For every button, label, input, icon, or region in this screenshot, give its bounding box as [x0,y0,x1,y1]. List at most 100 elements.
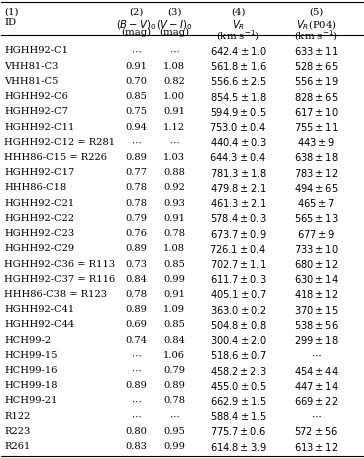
Text: 0.89: 0.89 [126,381,148,390]
Text: HCH99-2: HCH99-2 [4,336,51,344]
Text: 0.78: 0.78 [126,183,148,192]
Text: 0.84: 0.84 [126,275,148,284]
Text: $594.9 \pm 0.5$: $594.9 \pm 0.5$ [210,106,266,118]
Text: HGHH92-C37 = R116: HGHH92-C37 = R116 [4,275,116,284]
Text: $\cdots$: $\cdots$ [131,46,142,55]
Text: R122: R122 [4,412,31,421]
Text: HCH99-18: HCH99-18 [4,381,58,390]
Text: 0.89: 0.89 [163,381,185,390]
Text: (mag): (mag) [159,28,189,37]
Text: $630 \pm 14$: $630 \pm 14$ [294,273,339,285]
Text: HGHH92-C1: HGHH92-C1 [4,46,68,55]
Text: $\cdots$: $\cdots$ [131,397,142,405]
Text: $454 \pm 44$: $454 \pm 44$ [294,365,339,376]
Text: (3): (3) [167,8,181,17]
Text: HGHH92-C21: HGHH92-C21 [4,199,75,207]
Text: 0.73: 0.73 [126,260,148,268]
Text: HGHH92-C23: HGHH92-C23 [4,229,75,238]
Text: 0.69: 0.69 [126,321,148,329]
Text: 0.85: 0.85 [163,321,185,329]
Text: $440.4 \pm 0.3$: $440.4 \pm 0.3$ [210,136,267,148]
Text: R223: R223 [4,427,31,436]
Text: $299 \pm 18$: $299 \pm 18$ [294,334,339,346]
Text: HHH86-C18: HHH86-C18 [4,183,67,192]
Text: 0.79: 0.79 [163,366,185,375]
Text: 0.85: 0.85 [126,92,148,101]
Text: 1.00: 1.00 [163,92,185,101]
Text: $\cdots$: $\cdots$ [311,351,321,360]
Text: (5): (5) [309,8,323,17]
Text: $504.8 \pm 0.8$: $504.8 \pm 0.8$ [210,319,267,331]
Text: HGHH92-C11: HGHH92-C11 [4,123,75,131]
Text: 0.79: 0.79 [126,214,148,223]
Text: $\cdots$: $\cdots$ [311,412,321,421]
Text: $611.7 \pm 0.3$: $611.7 \pm 0.3$ [210,273,266,285]
Text: $642.4 \pm 1.0$: $642.4 \pm 1.0$ [210,45,267,57]
Text: 1.08: 1.08 [163,62,185,71]
Text: $578.4 \pm 0.3$: $578.4 \pm 0.3$ [210,213,266,224]
Text: 0.85: 0.85 [163,260,185,268]
Text: 0.91: 0.91 [163,214,185,223]
Text: 0.83: 0.83 [126,442,148,451]
Text: $677 \pm 9$: $677 \pm 9$ [297,228,335,240]
Text: $572 \pm 56$: $572 \pm 56$ [294,425,338,437]
Text: VHH81-C5: VHH81-C5 [4,77,59,86]
Text: $\cdots$: $\cdots$ [131,138,142,147]
Text: $\cdots$: $\cdots$ [169,412,179,421]
Text: 1.12: 1.12 [163,123,185,131]
Text: 0.78: 0.78 [126,290,148,299]
Text: $556.6 \pm 2.5$: $556.6 \pm 2.5$ [210,76,267,87]
Text: $461.3 \pm 2.1$: $461.3 \pm 2.1$ [210,197,267,209]
Text: $638 \pm 18$: $638 \pm 18$ [294,152,339,164]
Text: 0.84: 0.84 [163,336,185,344]
Text: HCH99-16: HCH99-16 [4,366,58,375]
Text: $617 \pm 10$: $617 \pm 10$ [294,106,339,118]
Text: 0.89: 0.89 [126,244,148,253]
Text: $465 \pm 7$: $465 \pm 7$ [297,197,335,209]
Text: $733 \pm 10$: $733 \pm 10$ [294,243,339,255]
Text: $538 \pm 56$: $538 \pm 56$ [294,319,339,331]
Text: $455.0 \pm 0.5$: $455.0 \pm 0.5$ [210,380,267,392]
Text: 0.75: 0.75 [126,107,148,116]
Text: 0.76: 0.76 [126,229,148,238]
Text: HCH99-15: HCH99-15 [4,351,58,360]
Text: HGHH92-C6: HGHH92-C6 [4,92,68,101]
Text: $(B-V)_0$: $(B-V)_0$ [116,18,157,32]
Text: 0.82: 0.82 [163,77,185,86]
Text: $614.8 \pm 3.9$: $614.8 \pm 3.9$ [210,441,267,453]
Text: 0.78: 0.78 [163,229,185,238]
Text: (mag): (mag) [122,28,152,37]
Text: $300.4 \pm 2.0$: $300.4 \pm 2.0$ [210,334,267,346]
Text: $669 \pm 22$: $669 \pm 22$ [294,395,339,407]
Text: $854.5 \pm 1.8$: $854.5 \pm 1.8$ [210,91,267,103]
Text: $370 \pm 15$: $370 \pm 15$ [294,304,339,316]
Text: HGHH92-C29: HGHH92-C29 [4,244,75,253]
Text: $V_R$: $V_R$ [232,18,245,32]
Text: $556 \pm 19$: $556 \pm 19$ [294,76,339,87]
Text: 0.77: 0.77 [126,168,148,177]
Text: $418 \pm 12$: $418 \pm 12$ [294,289,339,300]
Text: HGHH92-C44: HGHH92-C44 [4,321,75,329]
Text: $\cdots$: $\cdots$ [169,46,179,55]
Text: $633 \pm 11$: $633 \pm 11$ [294,45,339,57]
Text: R261: R261 [4,442,31,451]
Text: 0.94: 0.94 [126,123,148,131]
Text: 0.99: 0.99 [163,442,185,451]
Text: $783 \pm 12$: $783 \pm 12$ [294,167,339,179]
Text: $662.9 \pm 1.5$: $662.9 \pm 1.5$ [210,395,267,407]
Text: 0.78: 0.78 [126,199,148,207]
Text: ID: ID [4,18,16,27]
Text: (km s$^{-1}$): (km s$^{-1}$) [294,28,338,43]
Text: 0.95: 0.95 [163,427,185,436]
Text: HCH99-21: HCH99-21 [4,397,58,405]
Text: $\cdots$: $\cdots$ [131,351,142,360]
Text: $\cdots$: $\cdots$ [169,138,179,147]
Text: 0.89: 0.89 [126,305,148,314]
Text: 0.70: 0.70 [126,77,148,86]
Text: $753.0 \pm 0.4$: $753.0 \pm 0.4$ [209,121,267,133]
Text: (4): (4) [231,8,245,17]
Text: (1): (1) [4,8,19,17]
Text: $644.3 \pm 0.4$: $644.3 \pm 0.4$ [209,152,267,164]
Text: $\cdots$: $\cdots$ [131,412,142,421]
Text: HHH86-C15 = R226: HHH86-C15 = R226 [4,153,107,162]
